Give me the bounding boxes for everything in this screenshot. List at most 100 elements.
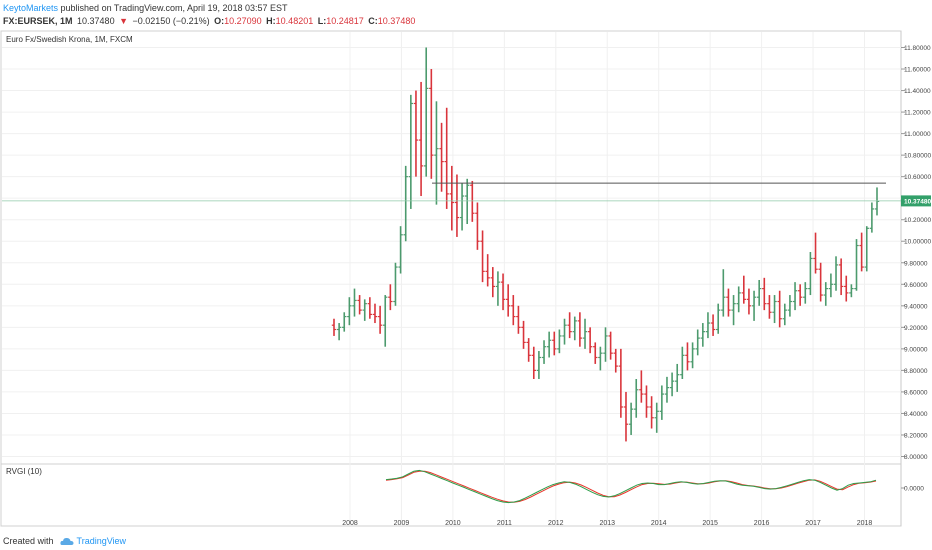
ohlc-bar (357, 295, 362, 315)
ohlc-bar (531, 346, 536, 380)
ohlc-bar (869, 202, 875, 233)
price-tick-label: 8.60000 (904, 389, 928, 396)
time-tick-label: 2009 (394, 520, 410, 527)
last-price: 10.37480 (77, 16, 115, 26)
ohlc-bar (418, 81, 424, 197)
ohlc-bar (808, 252, 813, 296)
price-tick-label: 11.00000 (904, 131, 931, 138)
ohlc-bar (664, 376, 670, 403)
ohlc-bar (372, 303, 378, 324)
ohlc-bar (475, 202, 480, 250)
price-tick-label: 10.20000 (904, 217, 931, 224)
ohlc-bar (393, 262, 398, 306)
ohlc-bar (767, 295, 772, 319)
main-pane-border (0, 30, 902, 465)
chart-title: Euro Fx/Swedish Krona, 1M, FXCM (6, 35, 133, 44)
ohlc-bar (695, 329, 700, 356)
change-value: −0.02150 (−0.21%) (132, 16, 210, 26)
ohlc-bar (342, 312, 347, 332)
ohlc-bar (567, 312, 572, 339)
ohlc-bar (587, 327, 593, 354)
ohlc-bar (623, 391, 629, 442)
price-tick-label: 9.40000 (904, 303, 928, 310)
symbol-label: FX:EURSEK, 1M (3, 16, 73, 26)
low-label: L: (317, 16, 327, 26)
ohlc-bar (336, 323, 342, 341)
high-value: 10.48201 (275, 16, 314, 26)
ohlc-bar (726, 288, 731, 317)
ohlc-bar (511, 295, 516, 326)
ohlc-bar (383, 295, 388, 347)
ohlc-bar (854, 239, 859, 291)
ohlc-bar (362, 299, 367, 321)
ohlc-bar (582, 318, 588, 349)
ohlc-bar (444, 107, 449, 209)
ohlc-bar (833, 256, 839, 291)
ohlc-bar (715, 303, 721, 334)
ohlc-bar (429, 69, 434, 179)
footer: Created with TradingView (3, 533, 126, 549)
price-axis: 11.80000 11.60000 11.40000 11.20000 11.00000… (901, 45, 931, 461)
grid (2, 32, 901, 526)
ohlc-bar (772, 295, 777, 324)
ohlc-bar (700, 323, 706, 347)
ohlc-bar (603, 327, 608, 362)
ohlc-bar (464, 178, 470, 225)
ohlc-bar (685, 342, 690, 371)
ohlc-bar (536, 351, 542, 380)
open-value: 10.27090 (224, 16, 262, 26)
ohlc-bar (639, 370, 644, 403)
ohlc-bar (439, 122, 444, 192)
ohlc-bar (552, 331, 557, 356)
ohlc-bar (413, 90, 419, 177)
time-tick-label: 2017 (805, 520, 821, 527)
ohlc-bar (675, 363, 680, 392)
ohlc-series: 10.37480 (2, 47, 931, 442)
ohlc-bar (756, 279, 762, 306)
publish-line: KeytoMarkets published on TradingView.co… (3, 2, 923, 15)
time-tick-label: 2014 (651, 520, 667, 527)
ohlc-bar (792, 282, 798, 311)
rvgi-line (385, 469, 877, 504)
ohlc-bar (828, 273, 834, 298)
price-tick-label: 11.20000 (904, 110, 931, 117)
ohlc-bar (721, 269, 726, 317)
price-tick-label: 11.40000 (904, 88, 931, 95)
time-tick-label: 2016 (754, 520, 770, 527)
ohlc-bar (377, 305, 383, 334)
ohlc-bar (577, 312, 583, 347)
published-text: published on TradingView.com, April 19, … (58, 3, 288, 13)
time-tick-label: 2010 (445, 520, 461, 527)
rvgi-tick-label: 0.0000 (904, 486, 924, 493)
ohlc-bar (546, 331, 552, 358)
ohlc-bar (710, 314, 716, 336)
ohlc-bar (449, 165, 455, 231)
ohlc-bar (352, 288, 357, 317)
chart-canvas[interactable]: 11.80000 11.60000 11.40000 11.20000 11.00000… (0, 0, 932, 532)
ohlc-bar (813, 232, 818, 274)
ohlc-bar (659, 385, 665, 420)
ohlc-bar (823, 282, 828, 306)
ohlc-bar (859, 232, 864, 272)
publisher-link[interactable]: KeytoMarkets (3, 3, 59, 13)
ohlc-bar (777, 290, 782, 328)
ohlc-bar (838, 258, 844, 296)
chart-header: KeytoMarkets published on TradingView.co… (3, 2, 923, 32)
ohlc-bar (741, 275, 747, 304)
ohlc-bar (347, 297, 352, 326)
time-axis: 2008 2009 2010 2011 2012 2013 2014 2015 2016 2017… (342, 520, 872, 527)
ohlc-bar (598, 346, 603, 371)
created-with-text: Created with (3, 536, 54, 546)
ohlc-bar (470, 180, 475, 222)
time-tick-label: 2008 (342, 520, 358, 527)
ohlc-bar (331, 318, 337, 336)
change-arrow-icon: ▼ (119, 16, 129, 26)
rvgi-signal-line (385, 470, 877, 503)
tradingview-brand[interactable]: TradingView (76, 536, 127, 546)
ohlc-bar (516, 305, 521, 334)
ohlc-bar (403, 165, 408, 242)
ohlc-bar (398, 226, 403, 274)
ohlc-bar (874, 187, 880, 216)
ohlc-bar (562, 318, 567, 345)
rvgi-series: 0.0000 (385, 469, 924, 504)
